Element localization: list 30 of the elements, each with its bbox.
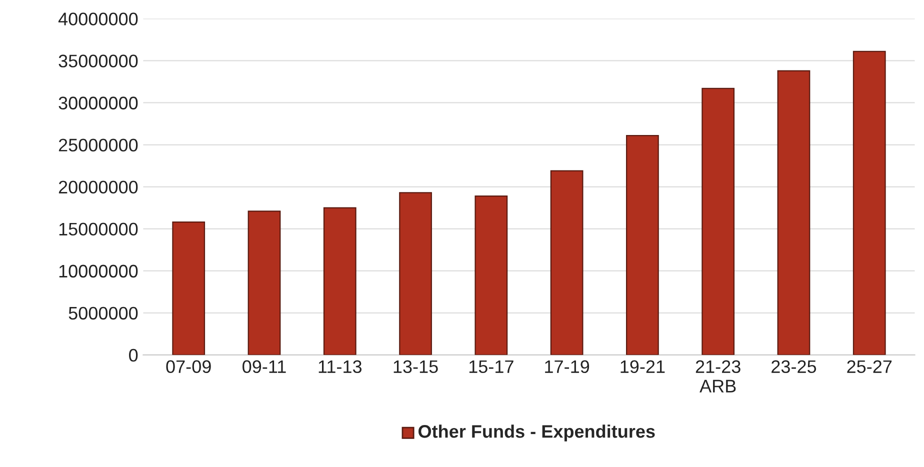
x-tick-label: 07-09 bbox=[166, 360, 211, 374]
x-tick-label: 17-19 bbox=[545, 360, 590, 374]
x-tick-label: 23-25 bbox=[772, 360, 816, 374]
bar bbox=[550, 170, 584, 355]
y-tick-label: 15000000 bbox=[59, 222, 138, 236]
x-tick-label: 19-21 bbox=[620, 360, 665, 374]
x-tick-label: 25-27 bbox=[847, 360, 892, 374]
y-tick-label: 0 bbox=[129, 348, 138, 362]
legend-label: Other Funds - Expenditures bbox=[418, 424, 655, 442]
x-tick-label: 15-17 bbox=[469, 360, 514, 374]
bar bbox=[399, 192, 432, 355]
x-tick-label: 13-15 bbox=[394, 360, 438, 374]
y-tick-label: 5000000 bbox=[68, 306, 138, 320]
x-tick-label: 09-11 bbox=[242, 360, 286, 374]
bar bbox=[626, 134, 659, 355]
bar bbox=[323, 207, 356, 355]
y-tick-label: 20000000 bbox=[58, 180, 138, 194]
bar bbox=[172, 222, 206, 355]
x-tick-label: 21-23 ARB bbox=[696, 360, 740, 392]
x-tick-label: 11-13 bbox=[318, 360, 362, 374]
bar bbox=[474, 195, 508, 355]
y-tick-label: 40000000 bbox=[58, 12, 138, 26]
bar bbox=[702, 88, 735, 355]
bar bbox=[777, 70, 810, 355]
bar bbox=[248, 210, 281, 355]
y-tick-label: 30000000 bbox=[58, 96, 138, 110]
y-tick-label: 35000000 bbox=[58, 54, 138, 68]
y-tick-label: 25000000 bbox=[58, 138, 138, 152]
bar bbox=[852, 50, 886, 355]
y-tick-label: 10000000 bbox=[59, 264, 138, 278]
